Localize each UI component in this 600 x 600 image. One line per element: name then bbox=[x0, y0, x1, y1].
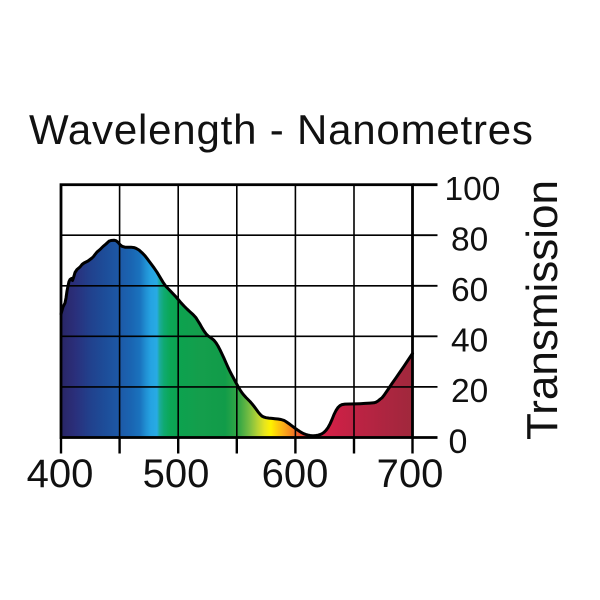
svg-text:60: 60 bbox=[451, 272, 488, 309]
svg-text:0: 0 bbox=[449, 423, 468, 461]
svg-text:400: 400 bbox=[27, 452, 94, 496]
svg-text:500: 500 bbox=[143, 452, 210, 496]
svg-text:700: 700 bbox=[377, 452, 444, 496]
svg-text:600: 600 bbox=[262, 452, 329, 496]
svg-text:80: 80 bbox=[451, 222, 488, 259]
svg-text:Wavelength - Nanometres: Wavelength - Nanometres bbox=[29, 106, 534, 153]
svg-text:Transmission: Transmission bbox=[518, 180, 567, 440]
svg-text:20: 20 bbox=[451, 373, 488, 410]
svg-text:100: 100 bbox=[445, 171, 501, 208]
svg-text:40: 40 bbox=[451, 323, 488, 360]
